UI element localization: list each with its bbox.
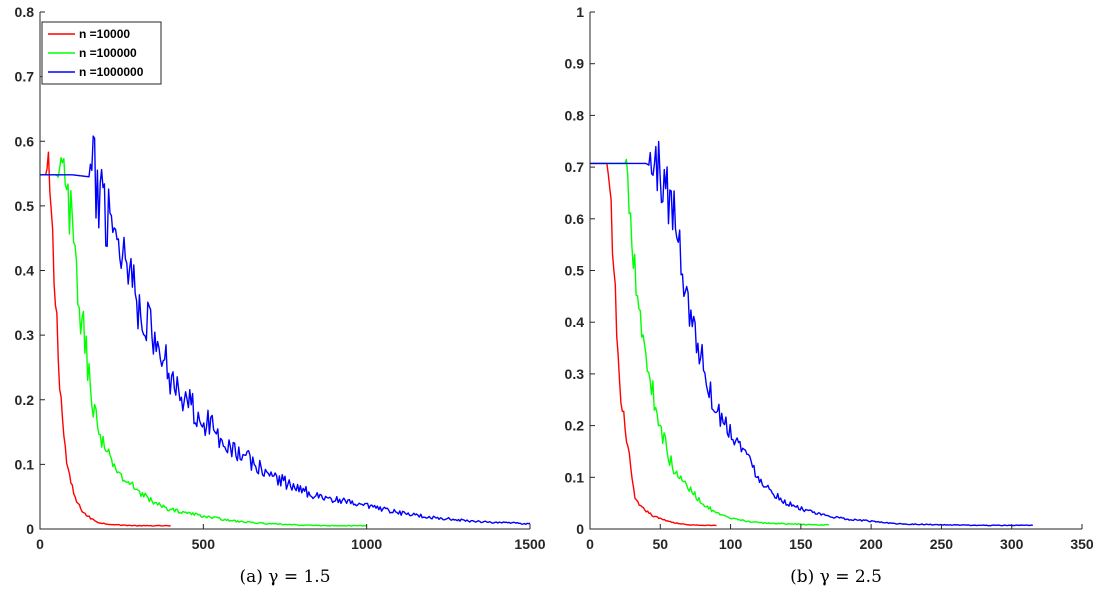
series-layer [40,136,530,526]
y-tick-label: 0.1 [565,469,585,485]
y-tick-label: 0.8 [565,107,585,123]
y-tick-label: 0.6 [15,133,35,149]
y-tick-label: 0.2 [565,418,585,434]
axis-frame [40,12,530,529]
x-tick-label: 0 [36,536,44,552]
y-tick-label: 0.4 [15,263,35,279]
x-tick-label: 50 [652,536,668,552]
tick-layer: 0 0.1 0.2 0.3 0.4 0.5 0.6 0.7 0.8 0.9 1 0 50 100 150 20… [565,4,1094,552]
y-tick-label: 0.4 [565,314,585,330]
y-tick-label: 0.2 [15,392,35,408]
x-tick-label: 1500 [514,536,545,552]
series-layer [590,142,1033,526]
y-tick-label: 0.9 [565,56,585,72]
y-tick-label: 0.8 [15,4,35,20]
x-tick-label: 150 [789,536,813,552]
series-line [590,142,1033,526]
chart-panel-a: 0 0.1 0.2 0.3 0.4 0.5 0.6 0.7 0.8 0 500 1000 1500 (a… [15,4,546,587]
y-tick-label: 0.5 [15,198,35,214]
tick-layer: 0 0.1 0.2 0.3 0.4 0.5 0.6 0.7 0.8 0 500 1000 1500 [15,4,546,552]
x-tick-label: 1000 [351,536,382,552]
x-tick-label: 200 [859,536,883,552]
series-line [40,158,367,526]
y-tick-label: 0 [26,521,34,537]
y-tick-label: 0.6 [565,211,585,227]
legend: n =10000 n =100000 n =1000000 [42,22,161,84]
legend-label: n =1000000 [79,65,144,79]
axis-frame [590,12,1082,529]
y-tick-label: 0.5 [565,263,585,279]
y-tick-label: 0.7 [565,159,585,175]
y-tick-label: 0.7 [15,69,35,85]
caption: (b) γ = 2.5 [790,567,882,587]
chart-panel-b: 0 0.1 0.2 0.3 0.4 0.5 0.6 0.7 0.8 0.9 1 0 50 100 150 20… [565,4,1094,587]
x-tick-label: 300 [1000,536,1024,552]
y-tick-label: 0.3 [565,366,585,382]
y-tick-label: 0.3 [15,327,35,343]
x-tick-label: 0 [586,536,594,552]
legend-label: n =10000 [79,27,130,41]
x-tick-label: 500 [192,536,216,552]
x-tick-label: 250 [930,536,954,552]
series-line [590,159,829,525]
x-tick-label: 100 [719,536,743,552]
caption: (a) γ = 1.5 [239,567,330,587]
y-tick-label: 0 [576,521,584,537]
legend-label: n =100000 [79,46,137,60]
y-tick-label: 1 [576,4,584,20]
x-tick-label: 350 [1070,536,1094,552]
y-tick-label: 0.1 [15,456,35,472]
